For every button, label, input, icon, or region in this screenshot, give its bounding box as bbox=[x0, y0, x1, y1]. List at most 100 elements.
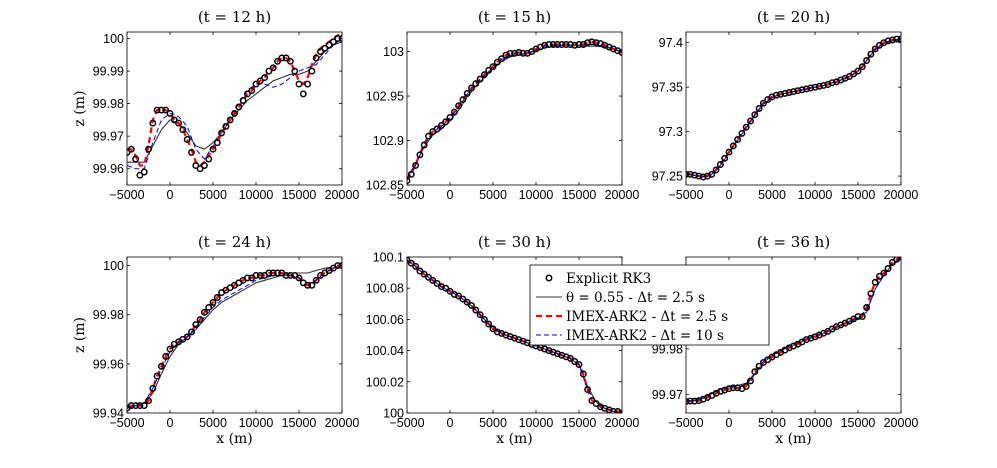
panel-plot-area bbox=[686, 257, 901, 405]
data-point bbox=[295, 274, 303, 282]
data-point bbox=[170, 116, 178, 124]
data-point bbox=[686, 170, 690, 178]
data-point bbox=[772, 91, 780, 99]
data-point bbox=[425, 132, 432, 140]
legend-label: θ = 0.55 - Δt = 2.5 s bbox=[566, 290, 705, 306]
data-point bbox=[446, 113, 454, 121]
series-line bbox=[127, 41, 342, 163]
data-point bbox=[317, 48, 324, 55]
data-point bbox=[562, 41, 570, 48]
x-tick-label: 5000 bbox=[758, 188, 786, 202]
data-point bbox=[695, 172, 703, 180]
data-point bbox=[755, 105, 763, 112]
data-point bbox=[136, 402, 144, 410]
data-point bbox=[149, 119, 157, 127]
data-point bbox=[592, 400, 600, 408]
data-point bbox=[854, 67, 862, 75]
y-tick-label: 99.96 bbox=[93, 162, 124, 176]
data-point bbox=[579, 370, 587, 378]
y-tick-label: 99.98 bbox=[652, 342, 683, 356]
data-point bbox=[282, 54, 290, 62]
y-tick-label: 97.3 bbox=[659, 125, 683, 139]
data-point bbox=[798, 86, 806, 94]
panel-2: −5000 0 5000 10000 15000 20000 102.85 102.9 102.… bbox=[366, 8, 640, 202]
data-point bbox=[545, 41, 553, 48]
data-point bbox=[175, 119, 183, 127]
data-point bbox=[304, 281, 312, 289]
panel-plot-area bbox=[127, 262, 342, 412]
data-point bbox=[162, 353, 170, 360]
data-point bbox=[472, 306, 480, 314]
series-line bbox=[407, 259, 622, 413]
y-tick-label: 100 bbox=[103, 32, 124, 46]
y-tick-label: 102.85 bbox=[366, 179, 404, 193]
series-line bbox=[127, 34, 342, 167]
data-point bbox=[274, 57, 281, 65]
x-tick-label: 20000 bbox=[605, 416, 640, 430]
data-point bbox=[162, 106, 170, 114]
data-point bbox=[468, 84, 475, 92]
data-point bbox=[493, 58, 501, 66]
y-axis-label: z (m) bbox=[72, 90, 88, 126]
x-tick-label: −5000 bbox=[109, 188, 144, 202]
data-point bbox=[312, 54, 320, 62]
data-point bbox=[416, 151, 424, 159]
y-tick-label: 100.1 bbox=[373, 251, 404, 265]
data-point bbox=[412, 262, 420, 270]
data-point bbox=[480, 315, 488, 323]
data-point bbox=[511, 49, 518, 57]
data-point bbox=[153, 106, 161, 114]
legend-marker bbox=[545, 274, 553, 282]
x-tick-label: 10000 bbox=[239, 188, 274, 202]
data-point bbox=[781, 89, 789, 97]
data-point bbox=[308, 281, 316, 289]
data-point bbox=[205, 155, 213, 163]
data-point bbox=[299, 90, 307, 98]
x-tick-label: −5000 bbox=[389, 416, 424, 430]
y-tick-label: 99.94 bbox=[93, 407, 124, 421]
data-point bbox=[588, 397, 596, 404]
x-tick-label: 0 bbox=[447, 416, 454, 430]
data-point bbox=[248, 87, 256, 95]
data-point bbox=[506, 49, 514, 57]
data-point bbox=[742, 123, 750, 131]
data-point bbox=[433, 280, 441, 287]
data-point bbox=[468, 301, 475, 309]
y-tick-label: 97.4 bbox=[659, 36, 683, 50]
data-point bbox=[884, 265, 892, 272]
data-point bbox=[575, 41, 583, 48]
x-tick-label: 0 bbox=[167, 416, 174, 430]
data-point bbox=[252, 80, 260, 88]
data-point bbox=[755, 362, 763, 370]
y-tick-label: 99.97 bbox=[93, 130, 124, 144]
data-point bbox=[308, 67, 316, 75]
panel-3: −5000 0 5000 10000 15000 20000 97.25 97.3 97.35 9… bbox=[652, 8, 919, 202]
data-point bbox=[127, 145, 135, 153]
data-point bbox=[691, 171, 699, 179]
y-tick-label: 99.98 bbox=[93, 97, 124, 111]
data-point bbox=[450, 108, 458, 116]
y-tick-label: 100 bbox=[103, 259, 124, 273]
data-point bbox=[489, 325, 497, 333]
x-tick-label: 10000 bbox=[519, 416, 554, 430]
x-tick-label: 5000 bbox=[479, 188, 507, 202]
data-point bbox=[686, 397, 694, 405]
data-point bbox=[729, 142, 737, 150]
series-line bbox=[407, 44, 622, 180]
data-point bbox=[811, 83, 819, 91]
data-point bbox=[893, 35, 901, 43]
x-axis-label: x (m) bbox=[496, 431, 533, 447]
legend: Explicit RK3 θ = 0.55 - Δt = 2.5 s IMEX-AR… bbox=[529, 264, 770, 346]
data-point bbox=[179, 126, 187, 134]
data-point bbox=[884, 37, 892, 45]
data-point bbox=[571, 358, 579, 365]
data-point bbox=[871, 45, 879, 53]
x-tick-label: 20000 bbox=[605, 188, 640, 202]
data-point bbox=[412, 161, 420, 169]
data-point bbox=[286, 57, 294, 65]
data-point bbox=[231, 109, 238, 117]
axes-box bbox=[685, 31, 902, 186]
data-point bbox=[485, 66, 493, 74]
data-point bbox=[429, 276, 437, 284]
